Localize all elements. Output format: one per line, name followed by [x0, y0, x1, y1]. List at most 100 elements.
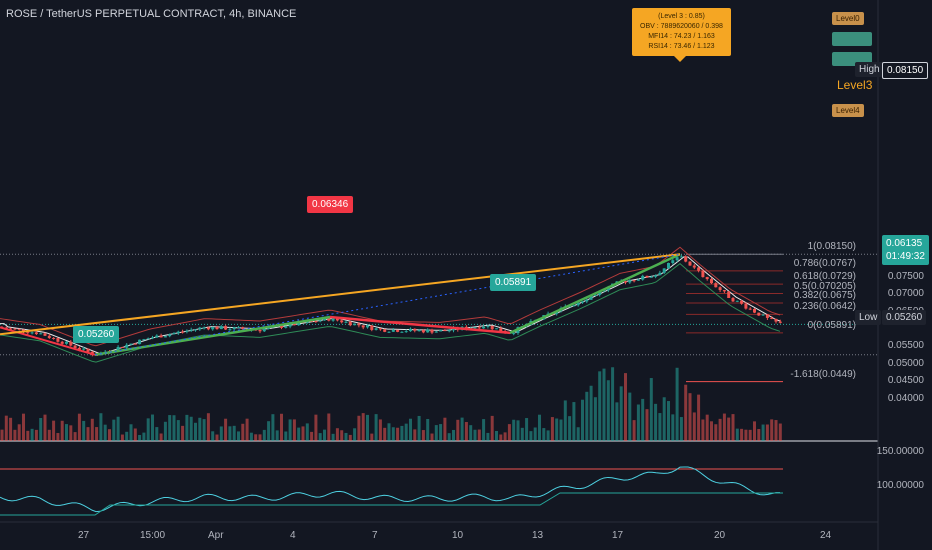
tooltip-rsi: RSI14 : 73.46 / 1.123: [648, 43, 715, 50]
volume-bar: [34, 429, 38, 441]
volume-bar: [211, 431, 215, 441]
time-tick: 17: [612, 530, 624, 541]
volume-bar: [215, 434, 219, 441]
candle-body: [636, 279, 640, 281]
volume-bar: [632, 420, 636, 441]
candle-body: [404, 331, 408, 333]
candle-body: [69, 341, 73, 346]
volume-bar: [77, 413, 81, 441]
volume-bar: [249, 432, 253, 441]
low-label-badge: Low: [855, 310, 882, 325]
candle-body: [52, 337, 56, 339]
volume-bar: [90, 418, 94, 441]
candle-body: [168, 334, 172, 337]
volume-bar: [740, 428, 744, 441]
candle-body: [374, 328, 378, 330]
volume-bar: [323, 429, 326, 441]
volume-bar: [589, 385, 593, 441]
volume-bar: [503, 432, 507, 441]
tooltip-mfi: MFI14 : 74.23 / 1.163: [648, 33, 715, 40]
volume-bar: [228, 426, 232, 441]
candle-body: [675, 257, 679, 261]
lower-band: [0, 262, 781, 363]
candle-body: [421, 330, 425, 333]
candle-body: [194, 329, 197, 331]
volume-bar: [520, 427, 524, 441]
price-tick: 0.05500: [887, 340, 924, 352]
volume-bar: [710, 421, 713, 441]
candle-body: [641, 275, 645, 280]
volume-bar: [615, 402, 619, 441]
candle-body: [568, 306, 572, 308]
volume-bar: [434, 425, 438, 441]
volume-bar: [460, 417, 464, 441]
candle-body: [120, 346, 124, 348]
volume-bar: [602, 368, 606, 441]
candle-body: [400, 331, 404, 333]
candle-body: [718, 287, 722, 291]
volume-bar: [563, 400, 567, 441]
candle-body: [370, 325, 374, 330]
fib-label: 0.236(0.0642): [793, 301, 856, 313]
volume-bar: [82, 420, 86, 441]
volume-bar: [396, 427, 400, 441]
volume-bar: [344, 432, 348, 441]
candle-body: [155, 335, 159, 338]
candle-body: [228, 329, 232, 331]
volume-bar: [146, 418, 150, 441]
candle-body: [133, 343, 137, 345]
candle-body: [598, 291, 602, 295]
candle-body: [26, 332, 30, 334]
candle-body: [477, 327, 481, 329]
volume-bar: [43, 414, 47, 441]
candle-body: [181, 331, 185, 333]
volume-bar: [348, 434, 352, 441]
volume-bar: [331, 433, 335, 441]
volume-bar: [568, 416, 572, 441]
candle-body: [757, 312, 761, 316]
candle-body: [765, 314, 769, 318]
volume-bar: [258, 434, 262, 441]
candle-body: [39, 333, 43, 335]
volume-bar: [447, 433, 451, 441]
volume-bar: [473, 429, 477, 441]
volume-bar: [593, 397, 597, 441]
candle-body: [649, 276, 653, 278]
candle-countdown: 01:49:32: [886, 251, 925, 262]
candle-body: [628, 280, 632, 283]
time-tick: 4: [290, 530, 296, 541]
volume-bar: [176, 420, 180, 441]
candle-body: [237, 327, 240, 329]
volume-bar: [490, 415, 494, 441]
volume-bar: [108, 429, 111, 441]
candle-body: [73, 345, 77, 348]
candle-body: [288, 323, 292, 327]
candle-body: [774, 318, 778, 322]
candle-body: [262, 328, 266, 332]
volume-bar: [692, 412, 696, 441]
candle-body: [17, 328, 21, 330]
basis-line: [0, 256, 781, 355]
time-tick: 15:00: [140, 530, 166, 541]
volume-bar: [120, 434, 124, 441]
volume-bar: [486, 432, 490, 441]
volume-bar: [361, 413, 365, 441]
candle-body: [396, 329, 400, 332]
volume-bar: [39, 417, 43, 441]
time-tick: 13: [532, 530, 544, 541]
volume-bar: [430, 433, 434, 441]
volume-bar: [275, 430, 279, 441]
volume-bar: [284, 431, 288, 441]
candle-body: [761, 314, 765, 316]
volume-bar: [636, 404, 640, 441]
volume-bar: [172, 415, 176, 441]
volume-bar: [262, 429, 266, 441]
low-value-badge: 0.05260: [882, 310, 927, 325]
volume-bar: [0, 429, 4, 441]
volume-bar: [378, 419, 382, 441]
candle-body: [585, 299, 589, 302]
candle-body: [667, 263, 670, 269]
volume-bar: [245, 418, 249, 441]
volume-bar: [581, 399, 584, 441]
